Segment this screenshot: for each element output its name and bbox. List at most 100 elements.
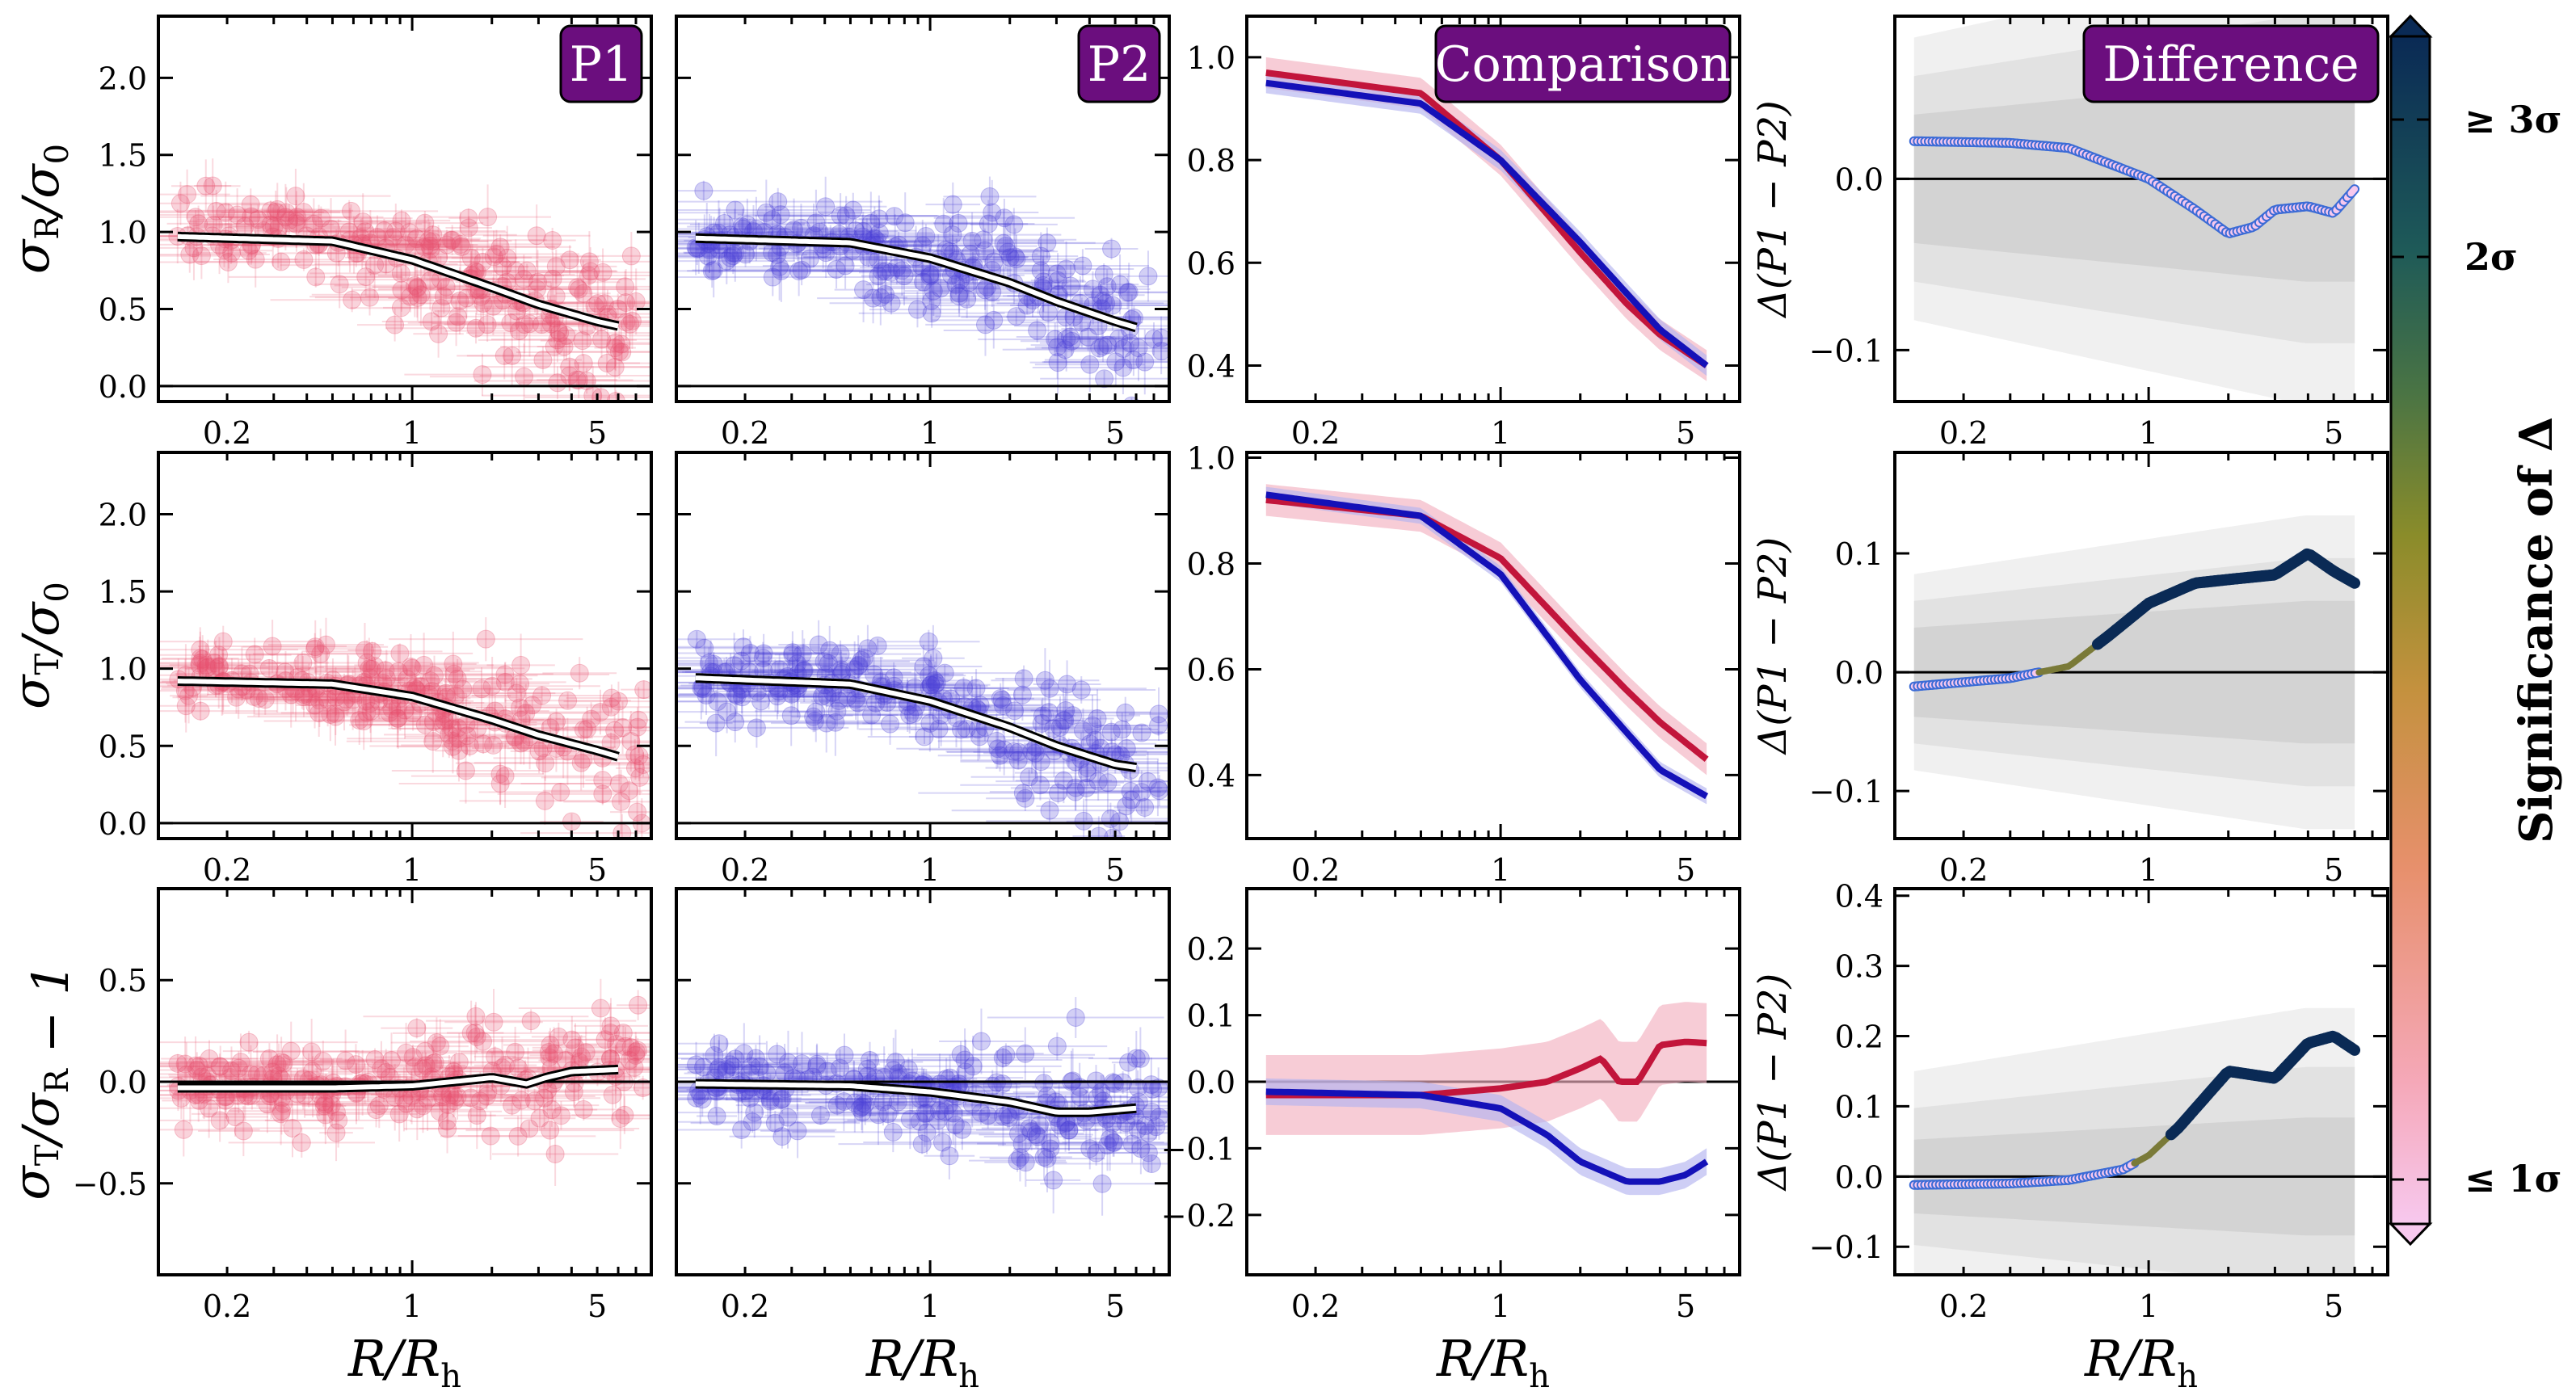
data-point (1008, 751, 1028, 770)
data-point (953, 1120, 972, 1139)
data-point (180, 245, 200, 264)
data-point (993, 1048, 1012, 1067)
data-point (1092, 1083, 1111, 1102)
data-point (523, 696, 542, 715)
data-point (836, 206, 856, 225)
data-point (727, 686, 747, 705)
data-point (293, 653, 313, 672)
data-point (579, 252, 599, 271)
plot-area-r1c1 (158, 158, 651, 402)
data-point (731, 651, 751, 671)
data-point (1035, 671, 1054, 690)
data-point (723, 243, 743, 263)
data-point (429, 324, 448, 343)
data-point (1025, 743, 1045, 763)
data-point (1088, 772, 1108, 791)
data-point (718, 702, 737, 721)
data-point (242, 207, 261, 226)
plot-area-r2c1 (158, 617, 651, 839)
data-point (864, 288, 883, 308)
data-point (413, 1059, 432, 1079)
data-point (621, 1038, 641, 1058)
data-point (900, 705, 920, 725)
ytick-label: 1.0 (99, 215, 147, 250)
data-point (191, 649, 210, 668)
data-point (920, 713, 940, 733)
data-point (1039, 703, 1059, 722)
data-point (771, 205, 790, 225)
data-point (726, 243, 745, 263)
data-point (1110, 812, 1130, 831)
data-point (1077, 778, 1096, 797)
data-point (1038, 1087, 1057, 1106)
data-point (416, 1056, 436, 1075)
data-point (920, 264, 940, 284)
data-point (740, 643, 760, 662)
data-point (952, 720, 971, 739)
data-point (848, 693, 868, 713)
data-point (698, 246, 718, 266)
data-point (365, 255, 385, 275)
data-point (1088, 1087, 1107, 1107)
data-point (423, 225, 443, 245)
data-point (304, 214, 323, 233)
data-point (385, 315, 405, 334)
data-point (1150, 781, 1169, 801)
data-point (925, 671, 945, 690)
plot-area-r3c1 (158, 978, 651, 1187)
data-point (1117, 797, 1136, 816)
data-point (984, 252, 1004, 271)
data-point (915, 1104, 935, 1123)
data-point (789, 262, 809, 281)
data-point (1083, 716, 1102, 735)
axes-frame (1893, 15, 2389, 403)
data-point (887, 258, 907, 277)
data-point (1066, 1007, 1085, 1027)
ytick-label: 0.1 (1835, 536, 1884, 572)
data-point (330, 275, 349, 294)
data-point (754, 644, 773, 663)
data-point (1109, 329, 1129, 348)
data-point (929, 1101, 949, 1121)
data-point (263, 637, 282, 656)
data-point (168, 1053, 187, 1073)
data-point (827, 1095, 847, 1115)
data-point (259, 1049, 279, 1068)
badge-label: P1 (570, 36, 633, 93)
data-point (221, 1062, 241, 1081)
data-point (882, 263, 901, 282)
data-point (415, 655, 434, 675)
data-point (438, 1095, 457, 1114)
band-P2 (1265, 486, 1707, 805)
data-point (245, 645, 264, 664)
xtick-label: 1 (1491, 852, 1510, 888)
data-point (772, 261, 791, 280)
data-point (481, 1126, 500, 1146)
data-point (427, 1032, 446, 1052)
data-point (903, 704, 923, 723)
data-point (768, 192, 788, 212)
data-point (633, 1079, 651, 1097)
data-point (532, 315, 551, 334)
data-point (916, 1104, 936, 1123)
data-point (994, 233, 1013, 253)
data-point (826, 713, 845, 732)
data-point (852, 650, 871, 670)
data-point (509, 322, 528, 341)
data-point (483, 296, 503, 316)
data-point (453, 679, 473, 699)
data-point (316, 1095, 335, 1114)
ylabel-sub: 0 (39, 582, 76, 602)
ytick-label: 2.0 (99, 497, 147, 532)
data-point (971, 1032, 991, 1051)
data-point (403, 704, 423, 723)
data-point (258, 1095, 277, 1114)
data-point (190, 654, 209, 673)
data-point (405, 275, 424, 295)
data-point (605, 357, 625, 376)
data-point (174, 1120, 193, 1139)
data-point (1008, 1151, 1027, 1171)
data-point (857, 1059, 877, 1079)
data-point (326, 707, 345, 726)
xtick-label: 1 (402, 1289, 422, 1324)
